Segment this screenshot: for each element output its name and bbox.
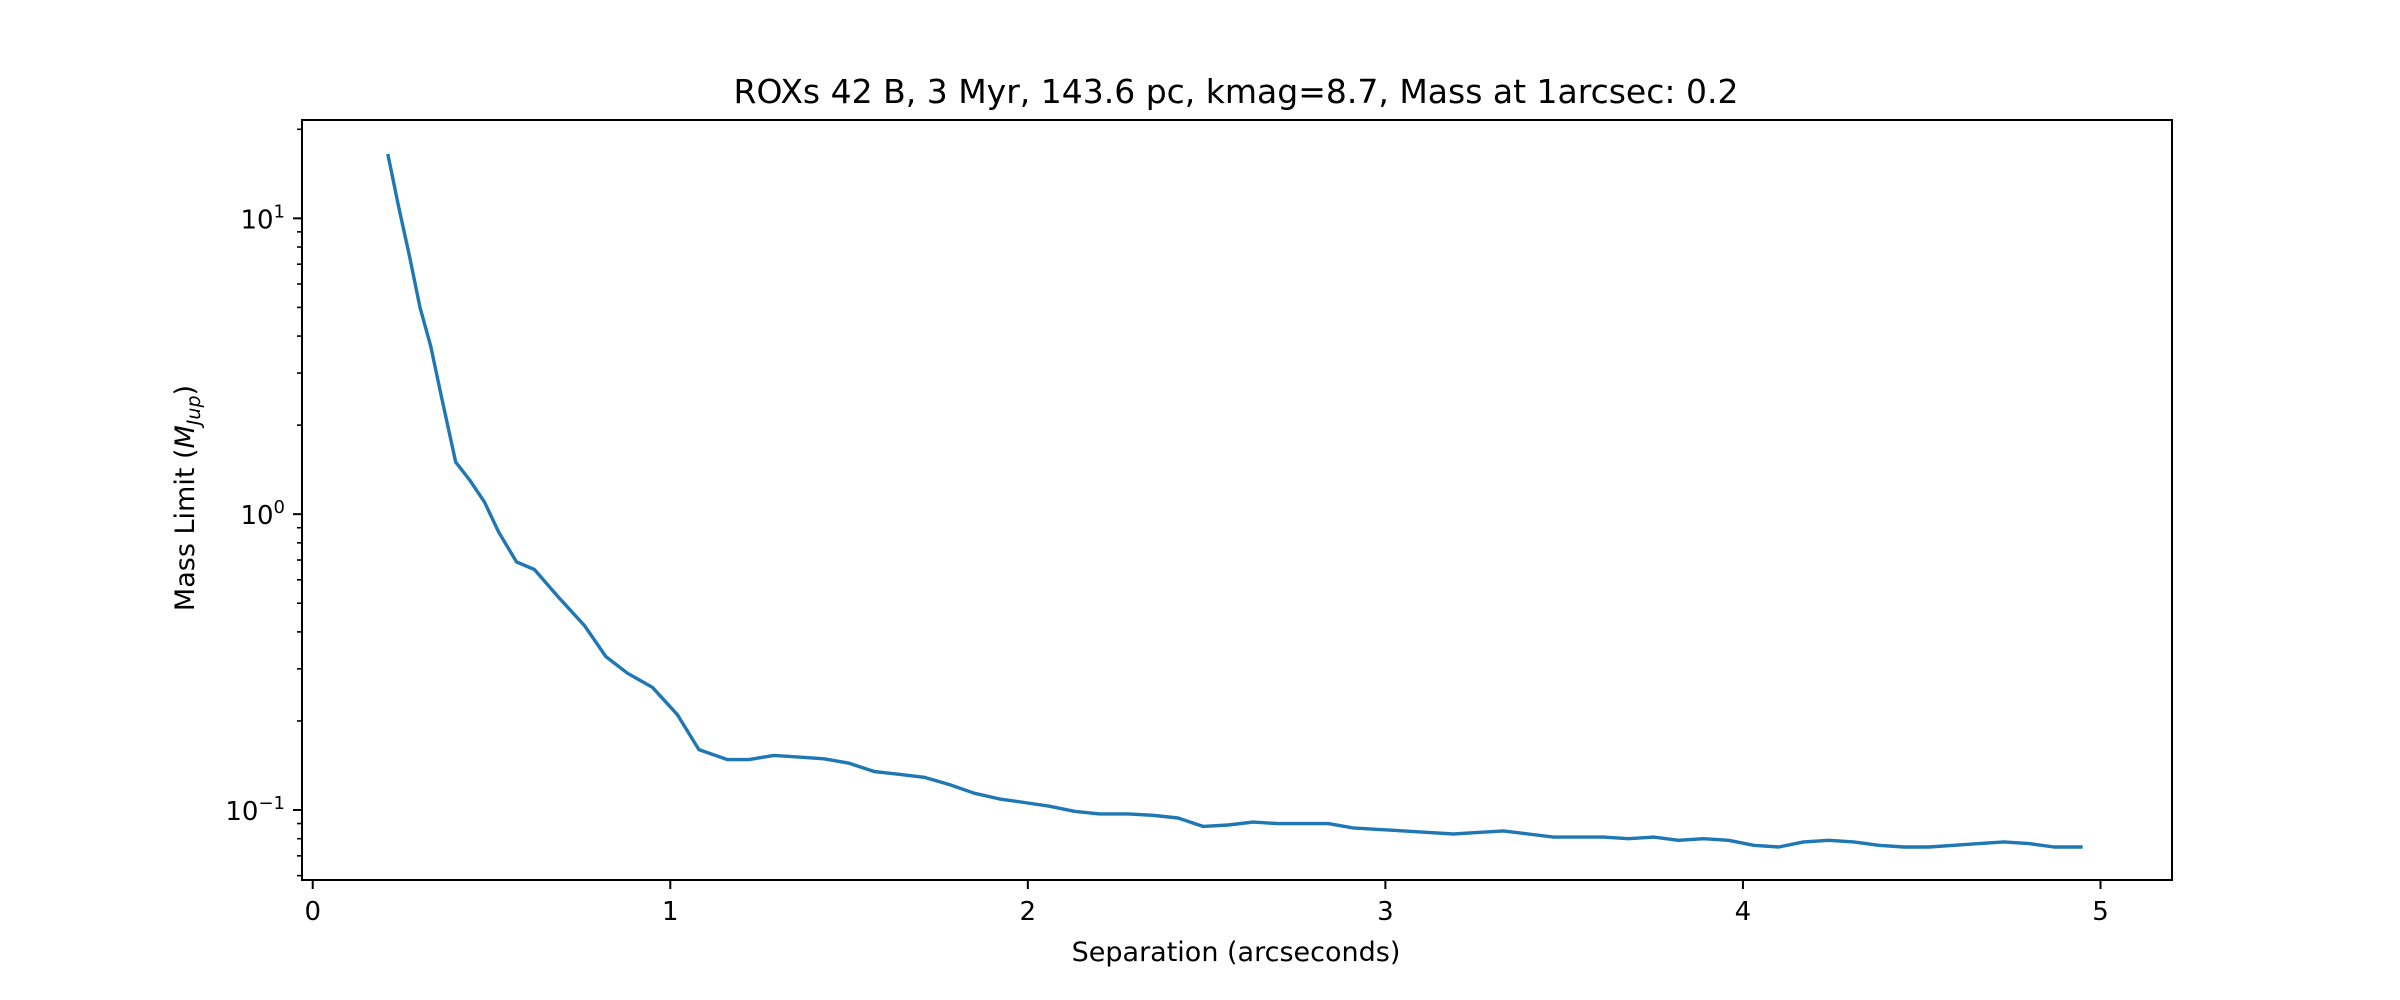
y-axis-label: Mass Limit (MJup) xyxy=(170,385,205,611)
x-tick-label: 2 xyxy=(1020,897,1037,927)
x-tick-label: 1 xyxy=(662,897,679,927)
y-tick-label: 10−1 xyxy=(225,793,285,827)
x-tick-label: 3 xyxy=(1377,897,1394,927)
y-tick-label: 101 xyxy=(240,201,285,235)
series-line-0 xyxy=(386,153,2083,849)
y-axis-label-symbol: M xyxy=(170,425,201,448)
x-axis-label: Separation (arcseconds) xyxy=(1072,937,1401,968)
axes-frame xyxy=(301,119,2173,881)
chart-title: ROXs 42 B, 3 Myr, 143.6 pc, kmag=8.7, Ma… xyxy=(734,72,1739,111)
plot-area xyxy=(386,153,2083,849)
x-tick-label: 5 xyxy=(2092,897,2109,927)
y-axis-label-subscript: Jup xyxy=(183,395,205,429)
y-tick-label: 100 xyxy=(240,497,285,531)
y-axis-label-prefix: Mass Limit ( xyxy=(170,448,201,611)
x-tick-label: 0 xyxy=(304,897,321,927)
x-tick-label: 4 xyxy=(1735,897,1752,927)
axes: 0 1 2 3 4 5 10−1 100 101 xyxy=(225,119,2173,927)
y-axis-label-suffix: ) xyxy=(170,385,201,396)
